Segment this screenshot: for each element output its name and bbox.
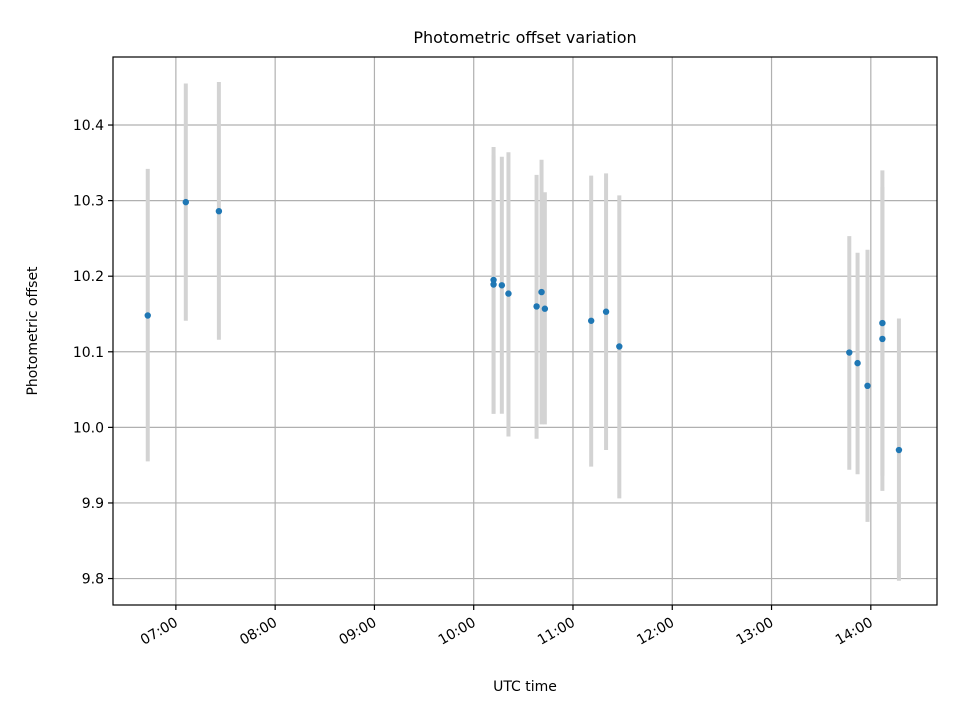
grid-lines xyxy=(113,57,937,605)
chart-title: Photometric offset variation xyxy=(413,28,636,47)
data-point xyxy=(490,276,497,284)
y-axis-ticks: 9.8 9.9 10.0 10.1 10.2 10.3 10.4 xyxy=(73,118,113,588)
data-point xyxy=(602,308,610,315)
data-points xyxy=(144,198,903,454)
data-point xyxy=(490,281,497,288)
data-point xyxy=(215,207,223,215)
data-point xyxy=(587,317,595,324)
y-tick-label: 10.4 xyxy=(73,118,104,134)
data-point xyxy=(864,382,871,389)
data-point xyxy=(879,319,886,327)
y-tick-label: 10.2 xyxy=(73,269,104,285)
data-point xyxy=(541,305,549,312)
data-point xyxy=(895,446,903,454)
data-point xyxy=(144,312,151,319)
data-point xyxy=(182,198,190,206)
data-point xyxy=(505,290,512,297)
y-tick-label: 10.3 xyxy=(73,194,104,210)
data-point xyxy=(879,335,886,343)
data-point xyxy=(616,343,623,350)
y-tick-label: 9.9 xyxy=(82,496,104,512)
y-tick-label: 9.8 xyxy=(82,572,104,588)
data-point xyxy=(498,282,506,289)
data-point xyxy=(846,349,853,356)
data-point xyxy=(533,303,540,310)
y-tick-label: 10.1 xyxy=(73,345,104,361)
data-point xyxy=(854,359,861,367)
y-axis-label: Photometric offset xyxy=(25,266,41,396)
x-axis-label: UTC time xyxy=(493,679,557,695)
y-tick-label: 10.0 xyxy=(73,420,104,436)
data-point xyxy=(538,288,545,296)
plot-frame xyxy=(112,56,938,606)
